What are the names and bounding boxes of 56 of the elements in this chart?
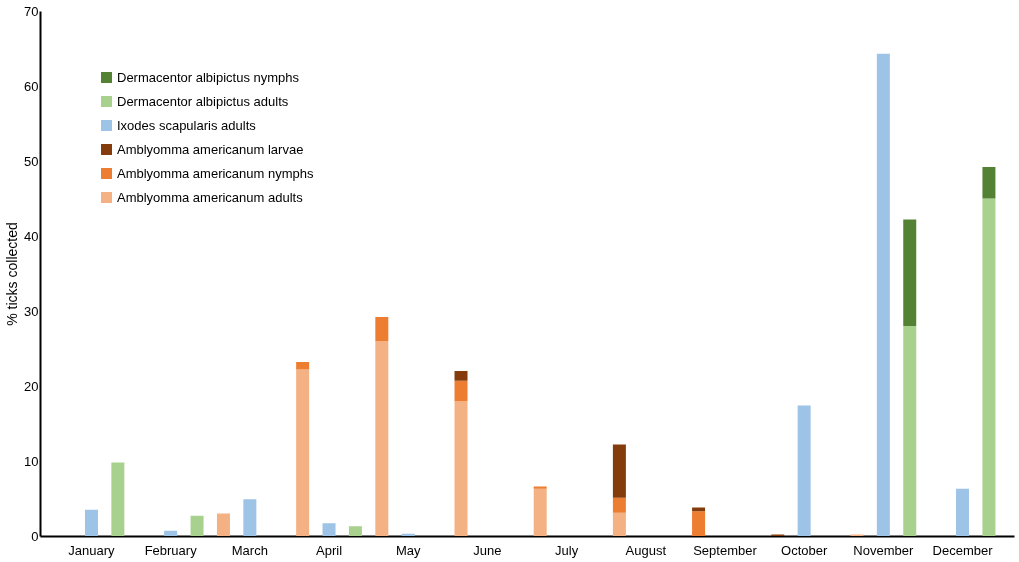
x-tick-label: July [555,542,579,558]
bar [111,462,125,536]
bar [903,219,917,326]
bar [533,488,547,536]
y-tick-label: 30 [24,303,39,319]
bar [216,513,230,536]
bar [375,341,389,536]
bar [454,401,468,536]
bar [903,326,917,536]
bar [692,511,706,536]
bar [612,497,626,513]
bar [164,530,178,536]
bar [296,362,310,370]
x-tick-label: January [68,542,116,558]
x-tick-label: June [473,542,502,558]
legend-label: Ixodes scapularis adults [117,117,257,133]
bar [296,369,310,536]
y-tick-label: 40 [24,228,39,244]
bar [797,405,811,536]
bar [956,488,970,536]
bar [348,526,362,536]
bar [243,499,257,536]
x-tick-label: May [395,542,421,558]
x-tick-label: February [144,542,198,558]
x-tick-label: November [853,542,914,558]
x-tick-label: April [316,542,343,558]
bar [190,515,204,536]
legend-label: Dermacentor albipictus adults [117,93,289,109]
y-tick-label: 0 [31,528,39,544]
bar [876,53,890,536]
bar [454,380,468,401]
bar [401,533,415,536]
bar [454,371,468,381]
legend-label: Amblyomma americanum nymphs [117,165,314,181]
legend-label: Amblyomma americanum adults [117,189,304,205]
bar [982,167,996,199]
x-tick-label: September [693,542,758,558]
legend-label: Dermacentor albipictus nymphs [117,69,300,85]
bar [322,523,336,536]
x-tick-label: August [625,542,667,558]
bar [612,512,626,536]
bar [84,509,98,536]
y-tick-label: 60 [24,78,39,94]
bar [612,444,626,498]
y-axis-title: % ticks collected [4,222,21,326]
bar [375,317,389,341]
y-tick-label: 10 [24,453,39,469]
x-tick-label: March [231,542,268,558]
legend-label: Amblyomma americanum larvae [117,141,304,157]
bar [533,486,547,489]
y-tick-label: 50 [24,153,39,169]
y-tick-label: 70 [24,3,39,19]
x-tick-label: December [932,542,994,558]
x-tick-label: October [781,542,828,558]
y-tick-label: 20 [24,378,39,394]
bar [982,198,996,536]
